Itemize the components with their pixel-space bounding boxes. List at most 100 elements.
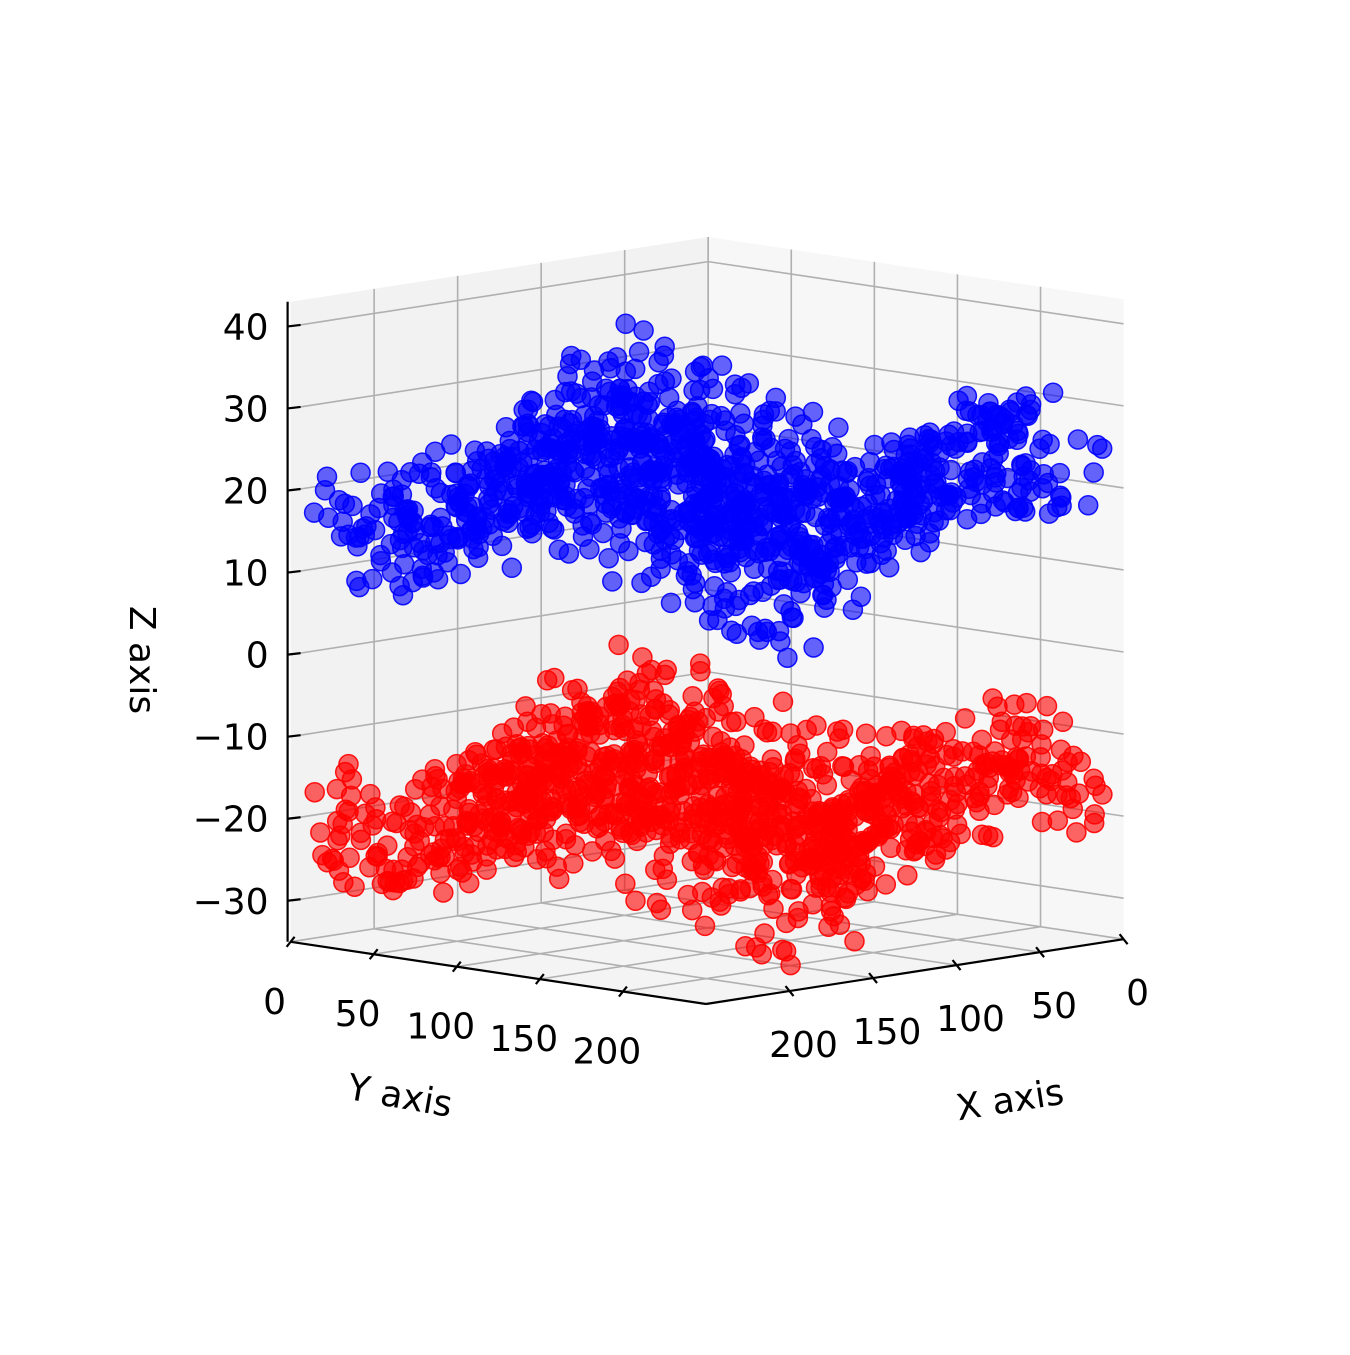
x-gridline xyxy=(541,902,957,966)
x-tick-label: 100 xyxy=(936,999,1005,1040)
scatter-point xyxy=(465,519,487,541)
scatter-point xyxy=(802,401,824,423)
scatter-point xyxy=(881,519,903,540)
scatter-point xyxy=(788,787,809,808)
x-gridline xyxy=(457,915,874,979)
scatter-point xyxy=(648,351,669,373)
scatter-point xyxy=(785,406,806,427)
scatter-point xyxy=(450,563,471,585)
y-tick xyxy=(451,960,462,973)
scatter-point xyxy=(432,516,453,537)
scatter-point xyxy=(669,822,691,844)
scatter-point xyxy=(604,848,626,869)
scatter-point xyxy=(878,557,900,578)
scatter-point xyxy=(678,511,700,532)
scatter-point xyxy=(642,750,663,772)
scatter-point xyxy=(715,526,736,548)
scatter-point xyxy=(464,440,486,461)
scatter-point xyxy=(583,360,605,381)
scatter-point xyxy=(635,490,657,512)
scatter-point xyxy=(603,749,624,770)
scatter-point xyxy=(501,557,523,579)
scatter-point xyxy=(403,500,424,521)
scatter-point xyxy=(1029,778,1051,799)
scatter-point xyxy=(542,829,564,851)
scatter-point xyxy=(433,882,454,903)
scatter-point xyxy=(582,429,604,450)
scatter-point xyxy=(1083,462,1104,483)
scatter-point xyxy=(518,486,539,508)
y-tick-label: 50 xyxy=(335,994,381,1035)
scatter-point xyxy=(682,685,703,707)
scatter-point xyxy=(860,552,881,574)
scatter-point xyxy=(1005,715,1026,736)
scatter-point xyxy=(952,741,973,762)
scatter-point xyxy=(399,820,420,841)
scatter-point xyxy=(816,741,838,763)
scatter-point xyxy=(855,723,877,745)
x-tick-label: 50 xyxy=(1031,986,1077,1027)
scatter-point xyxy=(350,462,371,484)
scatter-point xyxy=(842,599,864,620)
z-tick-label: −20 xyxy=(193,800,269,841)
scatter-point xyxy=(1004,694,1025,715)
scatter-point xyxy=(844,931,865,952)
scatter-point xyxy=(394,553,415,575)
scatter-point xyxy=(469,804,490,825)
scatter-point xyxy=(579,494,600,515)
y-tick-label: 0 xyxy=(263,982,286,1023)
scatter-point xyxy=(895,840,917,861)
scatter-point xyxy=(957,468,979,490)
scatter-point xyxy=(447,529,469,550)
x-tick-label: 150 xyxy=(853,1012,922,1053)
scatter-point xyxy=(720,711,742,733)
scatter-point xyxy=(875,874,897,895)
z-tick xyxy=(287,898,301,902)
scatter-point xyxy=(977,775,998,797)
scatter-point xyxy=(701,403,722,425)
scatter-point xyxy=(803,567,825,589)
scatter-point xyxy=(707,678,729,699)
scatter-point xyxy=(428,847,449,868)
scatter-point xyxy=(598,547,619,569)
scatter-point xyxy=(778,853,800,875)
scatter-point xyxy=(920,793,941,815)
scatter-point xyxy=(536,670,558,691)
scatter-point xyxy=(656,424,677,445)
scatter-point xyxy=(710,730,732,752)
scatter-point xyxy=(382,811,403,832)
scatter-point xyxy=(637,394,659,416)
scatter-point xyxy=(519,447,540,468)
z-tick xyxy=(287,816,301,820)
scatter-point xyxy=(984,794,1005,816)
scatter-point xyxy=(741,615,763,636)
scatter-point xyxy=(837,819,858,840)
scatter-point xyxy=(910,541,931,563)
scatter-point xyxy=(1017,405,1039,427)
scatter-point xyxy=(552,762,574,784)
scatter-point xyxy=(491,723,513,744)
scatter-point xyxy=(837,460,858,482)
axis-lines xyxy=(285,301,1129,1006)
scatter-point xyxy=(400,462,421,483)
scatter-point xyxy=(445,495,467,517)
scatter-point xyxy=(1006,392,1028,413)
z-tick-label: −10 xyxy=(193,718,269,759)
z-tick-label: −30 xyxy=(193,882,269,923)
scatter-point xyxy=(713,762,735,784)
scatter-point xyxy=(542,714,563,735)
scatter-point xyxy=(907,760,929,782)
scatter-point xyxy=(818,916,839,937)
scatter-point xyxy=(485,468,507,489)
scatter-point xyxy=(486,788,507,810)
scatter-point xyxy=(772,691,794,713)
scatter-point xyxy=(605,396,627,417)
scatter-point xyxy=(360,783,381,805)
z-tick xyxy=(287,652,301,656)
scatter-point xyxy=(825,548,846,570)
tick-labels: −30 −20 −10 0 10 20 30 40 0 50 100 150 200 0 50 100 150 2… xyxy=(193,307,1149,1072)
scatter-point xyxy=(699,482,720,504)
scatter-point xyxy=(609,437,630,458)
scatter-point xyxy=(615,313,636,335)
scatter-point xyxy=(690,661,711,682)
